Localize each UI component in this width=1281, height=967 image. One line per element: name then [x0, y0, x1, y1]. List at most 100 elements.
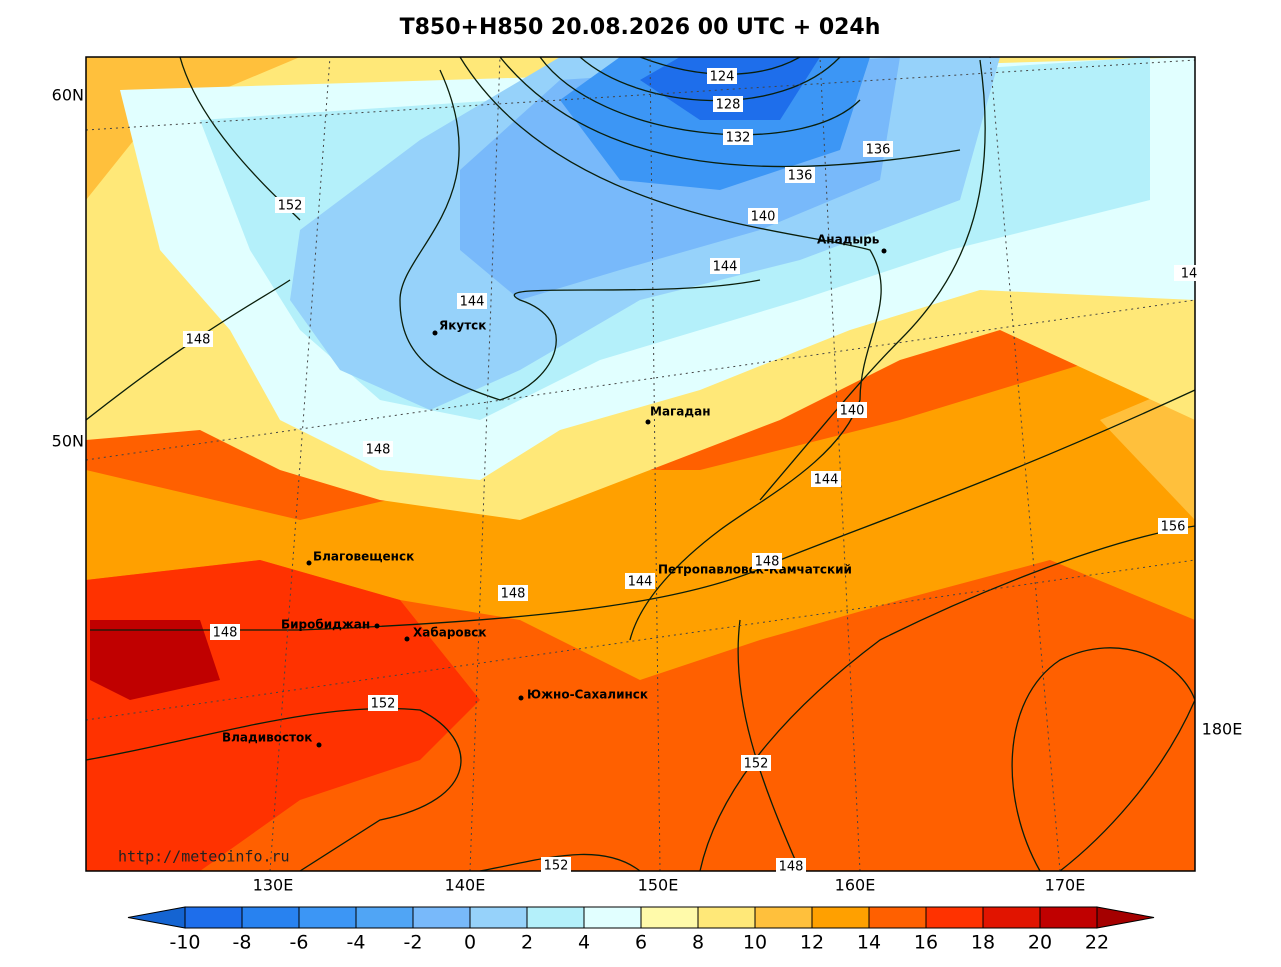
contour-label: 148 — [210, 624, 240, 641]
contour-label: 128 — [713, 96, 743, 113]
lon-label: 130E — [253, 876, 294, 895]
contour-label: 144 — [710, 258, 740, 275]
contour-label: 152 — [368, 695, 398, 712]
contour-label-text: 152 — [744, 757, 769, 772]
city-label: Южно-Сахалинск — [527, 688, 648, 702]
colorbar-tick-label: -6 — [290, 932, 309, 954]
colorbar-tick-label: -4 — [347, 932, 366, 954]
colorbar-extension — [127, 906, 186, 929]
contour-label-text: 148 — [213, 626, 238, 641]
contour-label-text: 132 — [726, 131, 751, 146]
colorbar-tick-label: -10 — [169, 932, 200, 954]
city-label: Владивосток — [222, 731, 312, 745]
contour-label-text: 144 — [713, 260, 738, 275]
contour-label: 144 — [457, 293, 487, 310]
contour-label-text: 148 — [501, 587, 526, 602]
contour-label-box — [457, 293, 487, 309]
contour-label-text: 140 — [751, 210, 776, 225]
temperature-field — [86, 57, 1195, 871]
contour-label: 148 — [752, 553, 782, 570]
contour-label: 144 — [625, 573, 655, 590]
colorbar-segment — [640, 906, 699, 929]
contour-label: 140 — [748, 208, 778, 225]
contour-label-text: 148 — [779, 860, 804, 875]
colorbar-tick-label: 6 — [635, 932, 647, 954]
lat-label: 50N — [52, 432, 84, 451]
contour-label: 136 — [785, 167, 815, 184]
contour-label-box — [748, 208, 778, 224]
contour-label-text: 124 — [710, 70, 735, 85]
contour-label-box — [210, 624, 240, 640]
colorbar-segment — [697, 906, 756, 929]
colorbar-tick-label: 8 — [692, 932, 704, 954]
lat-label: 60N — [52, 86, 84, 105]
lon-label: 140E — [445, 876, 486, 895]
contour-label-box — [707, 68, 737, 84]
colorbar-segment — [1039, 906, 1098, 929]
contour-label: 144 — [811, 471, 841, 488]
colorbar-segment — [241, 906, 300, 929]
source-url: http://meteoinfo.ru — [118, 848, 290, 866]
contour-label-text: 128 — [716, 98, 741, 113]
lon-label: 160E — [835, 876, 876, 895]
city-label: Хабаровск — [413, 626, 487, 640]
colorbar-segment — [982, 906, 1041, 929]
contour-label-box — [1158, 518, 1188, 534]
contour-label: 14 — [1174, 265, 1204, 282]
contour-label: 152 — [541, 857, 571, 874]
contour-label-box — [498, 585, 528, 601]
colorbar-segment — [469, 906, 528, 929]
contour-label-text: 152 — [278, 199, 303, 214]
colorbar-segment — [184, 906, 243, 929]
contour-label-box — [625, 573, 655, 589]
contour-label: 156 — [1158, 518, 1188, 535]
contour-label-box — [368, 695, 398, 711]
city-dot — [518, 695, 524, 701]
city-dot — [306, 560, 312, 566]
contour-label-text: 152 — [371, 697, 396, 712]
city-dot — [881, 248, 887, 254]
colorbar-segment — [355, 906, 414, 929]
colorbar-tick-label: 16 — [914, 932, 938, 954]
colorbar-tick-label: 0 — [464, 932, 476, 954]
contour-label-text: 144 — [814, 473, 839, 488]
contour-label-box — [723, 129, 753, 145]
contour-label-box — [1174, 265, 1204, 281]
contour-label-box — [837, 402, 867, 418]
city-label: Якутск — [439, 319, 486, 333]
lon-label: 150E — [638, 876, 679, 895]
colorbar-tick-label: 10 — [743, 932, 767, 954]
contour-label: 152 — [741, 755, 771, 772]
colorbar-tick-label: -8 — [233, 932, 252, 954]
contour-label-text: 14 — [1181, 267, 1198, 282]
colorbar-segment — [583, 906, 642, 929]
map-frame — [85, 56, 1196, 872]
city-label: Благовещенск — [313, 550, 414, 564]
city-dot — [645, 419, 651, 425]
contour-label-text: 136 — [788, 169, 813, 184]
contour-label-text: 148 — [186, 333, 211, 348]
city-label: Биробиджан — [281, 618, 370, 632]
contour-label-box — [752, 553, 782, 569]
contour-label-box — [776, 858, 806, 874]
contour-label: 124 — [707, 68, 737, 85]
contour-label-box — [811, 471, 841, 487]
contour-label-text: 144 — [628, 575, 653, 590]
colorbar-segment — [811, 906, 870, 929]
contour-label: 148 — [776, 858, 806, 875]
contour-label-text: 148 — [755, 555, 780, 570]
city-dot — [432, 330, 438, 336]
colorbar-tick-label: 4 — [578, 932, 590, 954]
colorbar-segment — [868, 906, 927, 929]
contour-label-box — [710, 258, 740, 274]
contour-label-box — [863, 141, 893, 157]
contour-label-text: 136 — [866, 143, 891, 158]
contour-label: 140 — [837, 402, 867, 419]
contour-label-text: 144 — [460, 295, 485, 310]
city-label: Анадырь — [817, 233, 880, 247]
colorbar-segment — [298, 906, 357, 929]
contour-label-box — [183, 331, 213, 347]
contour-label-box — [785, 167, 815, 183]
colorbar-tick-label: 14 — [857, 932, 881, 954]
